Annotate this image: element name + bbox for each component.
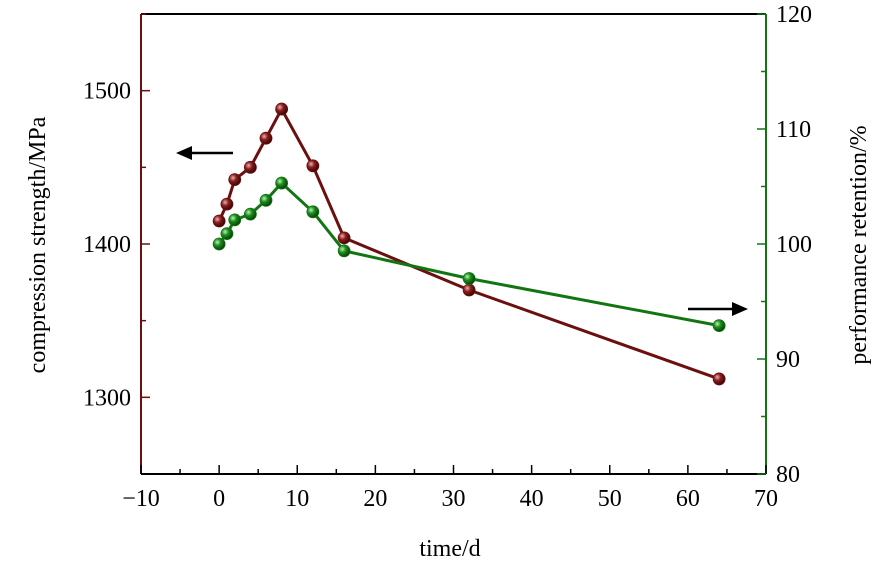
tick-labels: −10 0 10 20 30 40 50 60 70 1300 1400 1500 80 90 100 110… — [83, 2, 812, 512]
data-point-left — [306, 159, 320, 173]
x-tick-label: 0 — [213, 486, 225, 512]
ticks — [140, 13, 767, 475]
data-point-right — [337, 244, 351, 258]
series-lines — [217, 107, 720, 381]
series-points — [212, 102, 726, 386]
x-tick-label: 50 — [598, 486, 622, 512]
x-tick-label: 40 — [520, 486, 544, 512]
y-left-tick-label: 1300 — [83, 385, 131, 411]
y-right-axis-title: performance retention/% — [846, 125, 872, 364]
data-point-right — [228, 213, 242, 227]
axes — [140, 13, 767, 475]
y-left-tick-label: 1500 — [83, 79, 131, 105]
series-line-right — [217, 181, 720, 328]
data-point-left — [220, 197, 234, 211]
data-point-right — [243, 207, 257, 221]
x-tick-label: 10 — [285, 486, 309, 512]
x-tick-label: 70 — [754, 486, 778, 512]
x-tick-label: 30 — [442, 486, 466, 512]
data-point-right — [259, 193, 273, 207]
y-right-tick-label: 80 — [776, 462, 800, 488]
data-point-right — [712, 319, 726, 333]
data-point-left — [212, 214, 226, 228]
right-arrow-annotation — [688, 302, 748, 316]
y-left-tick-label: 1400 — [83, 232, 131, 258]
data-point-left — [462, 283, 476, 297]
data-point-left — [712, 372, 726, 386]
y-right-tick-label: 110 — [776, 117, 811, 143]
data-point-right — [220, 227, 234, 241]
data-point-left — [337, 231, 351, 245]
data-point-left — [275, 102, 289, 116]
y-right-tick-label: 90 — [776, 347, 800, 373]
y-right-tick-label: 100 — [776, 232, 812, 258]
data-point-right — [462, 272, 476, 285]
data-point-left — [259, 131, 273, 145]
x-tick-label: −10 — [122, 486, 160, 512]
data-point-right — [212, 237, 226, 251]
x-axis-title: time/d — [419, 536, 480, 562]
y-right-tick-label: 120 — [776, 2, 812, 28]
x-tick-label: 20 — [363, 486, 387, 512]
data-point-right — [306, 205, 320, 219]
data-point-left — [243, 160, 257, 174]
data-point-right — [275, 176, 289, 190]
data-point-left — [228, 173, 242, 187]
series-line-left — [217, 107, 720, 381]
y-left-axis-title: compression strength/MPa — [25, 116, 51, 373]
left-arrow-annotation — [176, 146, 233, 160]
x-tick-label: 60 — [676, 486, 700, 512]
